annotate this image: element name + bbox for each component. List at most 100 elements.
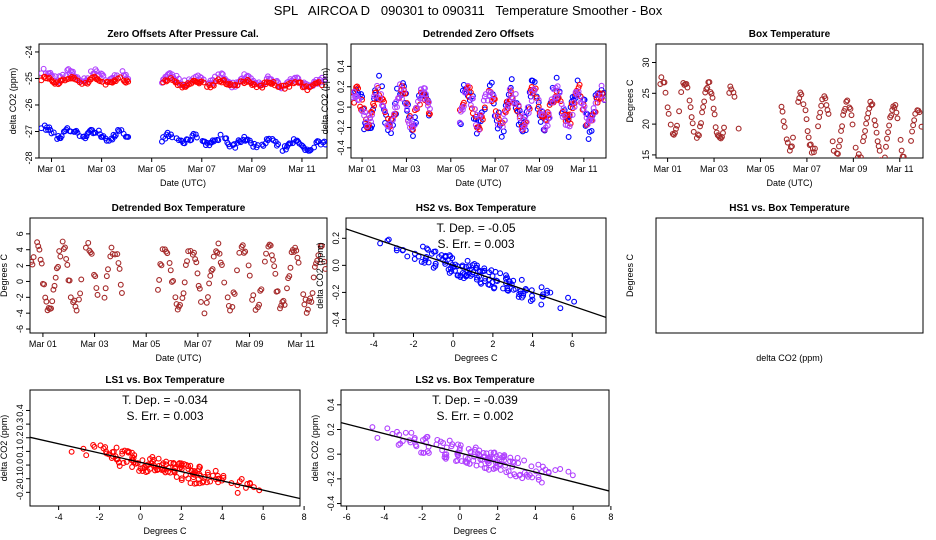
data-point-detrended-box-temperature bbox=[239, 242, 246, 249]
data-point bbox=[83, 452, 90, 459]
data-point bbox=[552, 467, 559, 474]
data-point-ls2 bbox=[404, 106, 410, 113]
data-point-box-temperature bbox=[894, 115, 901, 122]
data-point-hs2 bbox=[168, 131, 174, 138]
data-point-ls1 bbox=[319, 82, 325, 89]
data-point-box-temperature bbox=[824, 107, 831, 113]
data-point-detrended-box-temperature bbox=[209, 266, 216, 273]
data-point-ls2 bbox=[556, 89, 563, 96]
data-point bbox=[557, 305, 564, 312]
data-point-ls2 bbox=[516, 115, 523, 122]
data-point bbox=[529, 292, 535, 299]
data-point-box-temperature bbox=[712, 124, 719, 131]
data-point-detrended-box-temperature bbox=[164, 250, 171, 257]
data-point-box-temperature bbox=[834, 150, 841, 157]
y-tick-label: -0.4 bbox=[336, 140, 346, 156]
data-point-ls2 bbox=[321, 77, 327, 84]
data-point-detrended-box-temperature bbox=[52, 274, 59, 281]
points-group bbox=[346, 228, 606, 319]
data-point-box-temperature bbox=[876, 147, 883, 154]
chart-title: Zero Offsets After Pressure Cal. bbox=[107, 29, 259, 40]
data-point bbox=[470, 457, 477, 464]
data-point-ls2 bbox=[399, 95, 405, 102]
data-point-hs2 bbox=[99, 134, 106, 140]
data-point-ls2 bbox=[472, 122, 479, 128]
data-point-ls2 bbox=[273, 77, 280, 84]
data-point-ls2 bbox=[414, 104, 420, 111]
y-axis-label: delta CO2 (ppm) bbox=[0, 415, 9, 482]
data-point bbox=[565, 468, 572, 475]
x-axis-label: Date (UTC) bbox=[155, 353, 201, 363]
y-tick-label: 30 bbox=[641, 57, 651, 67]
y-tick-label: 20 bbox=[641, 119, 651, 129]
data-point bbox=[483, 465, 490, 471]
data-point bbox=[466, 263, 472, 270]
data-point-detrended-box-temperature bbox=[85, 239, 92, 246]
data-point-detrended-box-temperature bbox=[204, 294, 211, 301]
data-point-ls2 bbox=[517, 109, 524, 116]
data-point-ls1 bbox=[371, 102, 378, 109]
data-point-ls1 bbox=[270, 79, 277, 85]
data-point-box-temperature bbox=[731, 93, 738, 100]
data-point-detrended-box-temperature bbox=[194, 270, 201, 277]
data-point-ls2 bbox=[218, 70, 225, 77]
data-point-detrended-box-temperature bbox=[37, 256, 44, 263]
data-point-ls2 bbox=[512, 91, 519, 97]
data-point-hs2 bbox=[112, 132, 119, 139]
data-point-detrended-box-temperature bbox=[284, 285, 290, 292]
data-point-detrended-box-temperature bbox=[268, 252, 275, 259]
data-point-detrended-box-temperature bbox=[93, 285, 100, 291]
data-point bbox=[504, 274, 510, 281]
data-point-detrended-box-temperature bbox=[261, 258, 268, 265]
data-point bbox=[448, 268, 455, 275]
data-point bbox=[152, 464, 159, 471]
data-point-detrended-box-temperature bbox=[92, 273, 99, 280]
data-point-ls2 bbox=[560, 105, 567, 112]
data-point bbox=[511, 471, 518, 478]
data-point bbox=[415, 253, 422, 260]
fit-annotation: S. Err. = 0.002 bbox=[436, 409, 513, 423]
chart-ls1_vs_box: LS1 vs. Box Temperature Degrees C delta CO… bbox=[0, 375, 307, 536]
data-point-box-temperature bbox=[822, 95, 829, 102]
data-point-ls2 bbox=[539, 111, 546, 118]
data-point-detrended-box-temperature bbox=[221, 279, 228, 286]
data-point bbox=[501, 453, 508, 460]
data-point-hs2 bbox=[388, 130, 394, 137]
data-point-detrended-box-temperature bbox=[234, 267, 240, 274]
data-point-detrended-box-temperature bbox=[195, 282, 202, 289]
data-point-hs2 bbox=[508, 76, 515, 83]
data-point-hs2 bbox=[231, 141, 238, 148]
x-tick-label: Mar 03 bbox=[81, 339, 109, 349]
data-point-box-temperature bbox=[671, 129, 678, 136]
x-tick-label: 6 bbox=[570, 339, 575, 349]
data-point-detrended-box-temperature bbox=[322, 266, 327, 272]
data-point-box-temperature bbox=[852, 144, 859, 151]
data-point-ls1 bbox=[494, 112, 501, 119]
data-point bbox=[238, 476, 245, 482]
x-tick-label: 2 bbox=[495, 512, 500, 522]
data-point-ls2 bbox=[369, 111, 376, 118]
data-point-detrended-box-temperature bbox=[94, 291, 101, 298]
data-point-box-temperature bbox=[665, 110, 672, 117]
data-point-detrended-box-temperature bbox=[272, 270, 279, 277]
data-point bbox=[491, 284, 498, 291]
data-point bbox=[167, 459, 174, 466]
data-point bbox=[472, 444, 479, 451]
data-point-box-temperature bbox=[697, 123, 703, 130]
data-point bbox=[187, 480, 194, 487]
data-point bbox=[143, 469, 149, 475]
data-point-box-temperature bbox=[683, 81, 690, 87]
data-point-detrended-box-temperature bbox=[91, 271, 97, 278]
chart-box_temperature: Box Temperature Date (UTC) Degrees C Mar 01… bbox=[625, 29, 924, 188]
data-point-ls1 bbox=[351, 99, 358, 106]
data-point-ls2 bbox=[460, 103, 467, 110]
chart-ls2_vs_box: LS2 vs. Box Temperature Degrees C delta CO… bbox=[310, 375, 613, 536]
data-point bbox=[404, 253, 411, 260]
data-point-ls1 bbox=[163, 78, 170, 85]
data-point-box-temperature bbox=[836, 143, 842, 150]
data-point bbox=[490, 449, 497, 456]
data-point-ls2 bbox=[581, 103, 588, 110]
y-tick-label: 0.0 bbox=[326, 448, 336, 461]
data-point bbox=[542, 466, 549, 473]
y-tick-label: -4 bbox=[15, 309, 25, 317]
